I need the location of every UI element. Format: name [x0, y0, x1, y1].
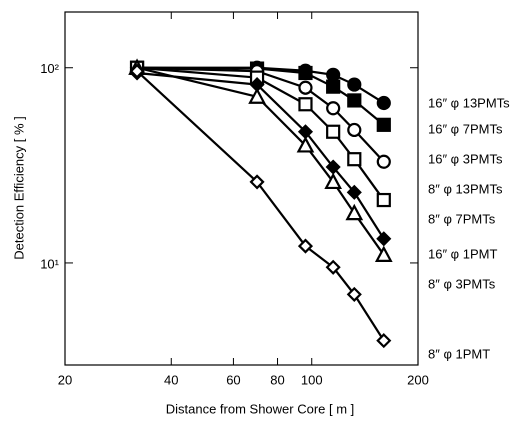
marker [298, 97, 313, 112]
annotation: 16″ φ 3PMTs [428, 151, 503, 166]
annotation: 16″ φ 1PMT [428, 246, 497, 261]
marker [326, 79, 341, 94]
marker [297, 238, 314, 254]
marker [326, 67, 341, 82]
marker [248, 87, 266, 104]
marker [347, 77, 362, 92]
marker [345, 203, 364, 221]
marker [296, 136, 315, 153]
annotation: 8″ φ 7PMTs [428, 211, 496, 226]
plot-frame [64, 11, 419, 366]
y-axis-label: Detection Efficiency [ % ] [11, 116, 26, 260]
marker [376, 192, 391, 208]
annotation: 8″ φ 1PMT [428, 346, 490, 361]
marker [347, 93, 362, 108]
x-tick-label: 200 [407, 372, 429, 387]
marker [347, 122, 362, 138]
marker [347, 152, 362, 167]
marker [326, 101, 341, 116]
annotation: 16″ φ 13PMTs [428, 95, 510, 110]
marker [374, 245, 393, 262]
marker [376, 95, 391, 111]
marker [249, 174, 265, 190]
series-line [137, 66, 385, 163]
marker [326, 124, 341, 139]
annotation: 16″ φ 7PMTs [428, 121, 503, 136]
x-tick-label: 40 [164, 372, 178, 387]
x-tick-label: 20 [58, 372, 72, 387]
annotation: 8″ φ 13PMTs [428, 181, 503, 196]
annotation: 8″ φ 3PMTs [428, 276, 496, 291]
marker [376, 231, 392, 247]
marker [376, 333, 392, 349]
y-tick-label: 10¹ [40, 256, 59, 271]
marker [325, 259, 341, 275]
series-line [136, 71, 385, 240]
x-tick-label: 80 [270, 372, 284, 387]
marker [376, 117, 391, 132]
marker [376, 154, 391, 169]
series-line [136, 70, 385, 342]
marker [129, 63, 145, 79]
marker [298, 65, 313, 81]
marker [324, 172, 343, 190]
marker [298, 80, 313, 95]
marker [346, 286, 362, 302]
x-tick-label: 60 [226, 372, 240, 387]
x-tick-label: 100 [301, 372, 323, 387]
y-tick-label: 10² [40, 61, 59, 76]
marker [346, 184, 362, 200]
x-axis-label: Distance from Shower Core [ m ] [166, 401, 355, 416]
